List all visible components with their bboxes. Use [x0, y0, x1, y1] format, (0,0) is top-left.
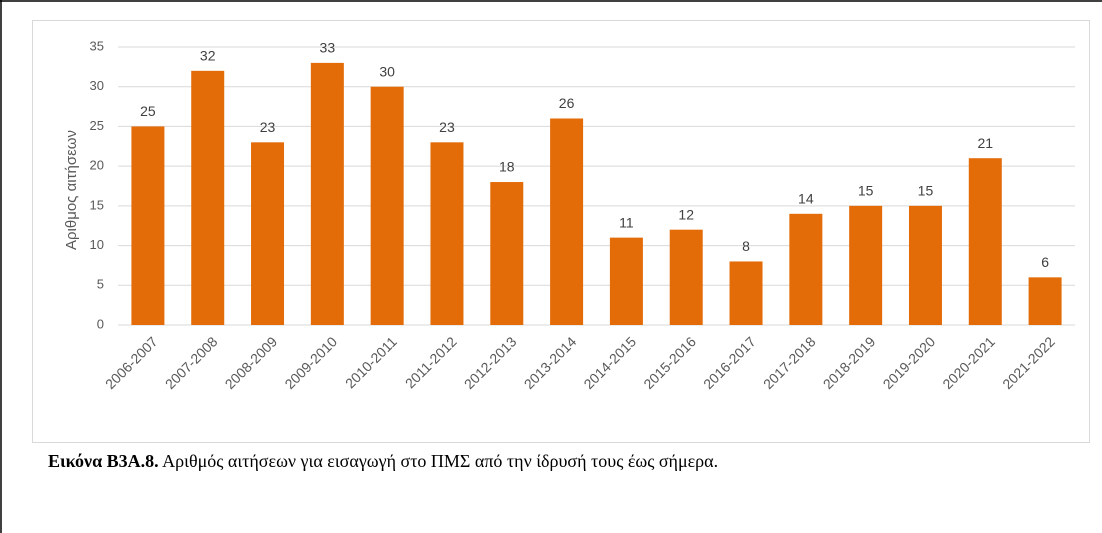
x-tick-label: 2007-2008 — [162, 333, 221, 392]
x-tick-label: 2018-2019 — [820, 333, 879, 392]
y-tick-label: 35 — [90, 38, 104, 53]
y-tick-label: 10 — [90, 237, 104, 252]
value-label: 15 — [918, 183, 934, 199]
bar — [251, 142, 285, 325]
value-label: 11 — [619, 214, 634, 230]
x-tick-label: 2019-2020 — [880, 333, 939, 392]
x-tick-label: 2020-2021 — [939, 333, 998, 392]
value-label: 30 — [379, 63, 395, 79]
bar — [789, 213, 823, 325]
x-tick-label: 2015-2016 — [640, 333, 699, 392]
y-tick-label: 0 — [97, 316, 104, 331]
value-label: 32 — [200, 48, 216, 64]
x-tick-label: 2009-2010 — [281, 333, 340, 392]
caption: Εικόνα Β3Α.8. Αριθμός αιτήσεων για εισαγ… — [48, 451, 718, 471]
y-tick-label: 5 — [97, 277, 104, 292]
value-label: 33 — [320, 40, 336, 56]
value-label: 26 — [559, 95, 575, 111]
value-label: 6 — [1041, 254, 1049, 270]
bar — [550, 118, 584, 325]
bar — [131, 126, 165, 325]
bar — [849, 205, 883, 325]
bar — [430, 142, 464, 325]
x-tick-label: 2011-2012 — [402, 333, 460, 391]
x-tick-label: 2013-2014 — [521, 333, 580, 392]
y-tick-label: 25 — [90, 118, 104, 133]
x-tick-label: 2017-2018 — [760, 333, 819, 392]
caption-label: Εικόνα Β3Α.8. — [48, 451, 159, 471]
bar — [310, 62, 344, 326]
y-tick-label: 15 — [90, 197, 104, 212]
bar — [968, 158, 1002, 325]
bar — [191, 70, 225, 325]
x-tick-label: 2008-2009 — [222, 333, 281, 392]
caption-text: Αριθμός αιτήσεων για εισαγωγή στο ΠΜΣ απ… — [159, 451, 718, 471]
value-label: 12 — [678, 206, 694, 222]
x-tick-label: 2021-2022 — [999, 333, 1058, 392]
chart-area — [32, 20, 1090, 443]
value-label: 14 — [798, 191, 814, 207]
value-label: 18 — [499, 159, 515, 175]
x-tick-label: 2006-2007 — [102, 333, 161, 392]
value-label: 23 — [260, 119, 276, 135]
x-tick-label: 2016-2017 — [700, 333, 759, 392]
bar — [490, 182, 524, 325]
value-label: 23 — [439, 119, 455, 135]
value-label: 8 — [742, 238, 750, 254]
y-axis-label: Αριθμος αιτήσεων — [63, 130, 80, 250]
value-label: 25 — [140, 103, 156, 119]
x-tick-label: 2012-2013 — [461, 333, 520, 392]
value-label: 15 — [858, 183, 874, 199]
bar — [370, 86, 404, 325]
bar — [729, 261, 763, 325]
x-tick-label: 2014-2015 — [580, 333, 639, 392]
value-label: 21 — [977, 135, 993, 151]
bar — [669, 229, 703, 325]
y-tick-label: 30 — [90, 78, 104, 93]
bar — [908, 205, 942, 325]
x-tick-label: 2010-2011 — [342, 333, 400, 391]
bar — [1028, 277, 1062, 325]
y-tick-label: 20 — [90, 158, 104, 173]
bar — [609, 237, 643, 325]
